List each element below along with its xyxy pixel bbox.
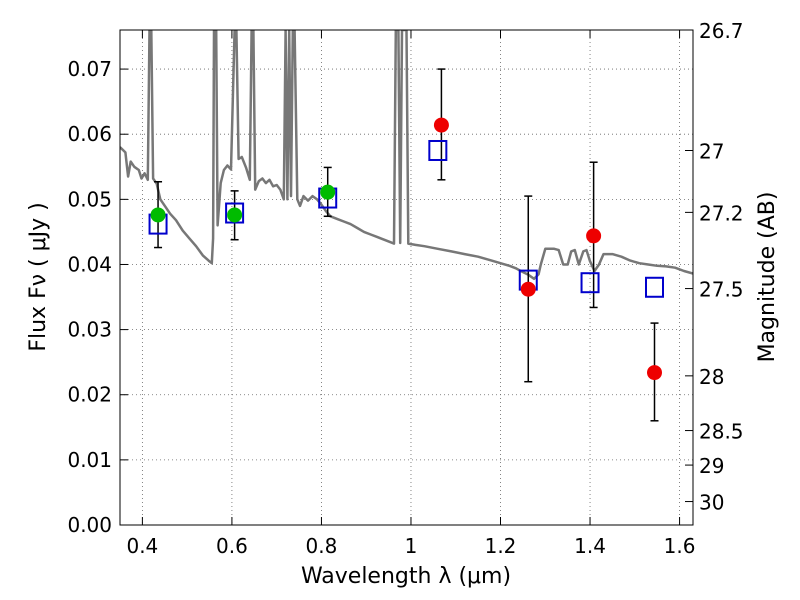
data-points-layer [148, 68, 665, 422]
x-tick-label: 1 [405, 534, 418, 558]
grid [120, 30, 693, 526]
magnitude-tick-label: 27.5 [699, 278, 744, 302]
model-photometry-square [580, 272, 600, 294]
y-axis-label: Flux Fν ( μJy ) [26, 202, 51, 351]
data-point [647, 365, 663, 381]
right-axis-label: Magnitude (AB) [755, 192, 780, 363]
model-photometry-square [645, 276, 665, 298]
y-tick-label: 0.03 [67, 318, 112, 342]
plot-frame [119, 29, 694, 526]
model-photometry-square [428, 139, 448, 161]
data-point [520, 281, 536, 297]
x-tick-label: 0.8 [306, 534, 338, 558]
y-tick-label: 0.00 [67, 513, 112, 537]
data-point [320, 184, 336, 200]
data-point [586, 228, 602, 244]
data-point [150, 207, 166, 223]
magnitude-tick-label: 26.7 [699, 19, 744, 43]
magnitude-tick-label: 27 [699, 139, 724, 163]
magnitude-tick-label: 27.2 [699, 201, 744, 225]
x-tick-label: 1.4 [574, 534, 606, 558]
y-tick-label: 0.05 [67, 187, 112, 211]
y-tick-label: 0.02 [67, 383, 112, 407]
data-point [433, 117, 449, 133]
y-tick-label: 0.06 [67, 122, 112, 146]
magnitude-tick-label: 30 [699, 491, 724, 515]
x-tick-label: 1.6 [664, 534, 696, 558]
data-point [227, 207, 243, 223]
magnitude-tick-label: 29 [699, 454, 724, 478]
magnitude-tick-label: 28.5 [699, 420, 744, 444]
magnitude-tick-label: 28 [699, 365, 724, 389]
model-photometry-square [225, 202, 245, 224]
y-tick-label: 0.04 [67, 252, 112, 276]
x-tick-label: 0.4 [126, 534, 158, 558]
x-axis-label: Wavelength λ (μm) [301, 564, 511, 589]
x-tick-label: 0.6 [216, 534, 248, 558]
x-tick-label: 1.2 [485, 534, 517, 558]
model-spectrum-layer [120, 30, 693, 281]
y-tick-label: 0.07 [67, 57, 112, 81]
axis-ticks: 0.4 0.6 0.8 1 1.2 1.4 1.6 0.00 0.01 0.02 0.03 0.04 0… [67, 19, 743, 558]
model-spectrum-line [120, 30, 693, 281]
y-tick-label: 0.01 [67, 448, 112, 472]
